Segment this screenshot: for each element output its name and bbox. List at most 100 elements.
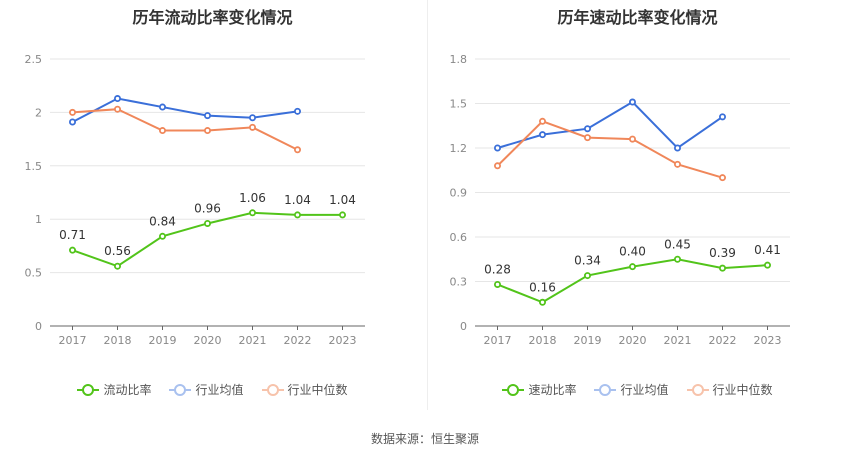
legend-item-avg[interactable]: 行业均值 <box>594 381 669 398</box>
data-label: 0.16 <box>529 280 556 294</box>
data-point-avg <box>248 114 256 122</box>
y-tick-label: 0 <box>35 320 42 333</box>
data-source: 数据来源：恒生聚源 <box>370 432 479 446</box>
x-tick-label: 2020 <box>619 334 647 347</box>
legend-label: 行业均值 <box>195 383 244 397</box>
legend-label: 行业均值 <box>620 383 669 397</box>
x-tick-label: 2017 <box>59 334 87 347</box>
data-point-avg <box>114 95 122 103</box>
data-point-main <box>248 209 256 217</box>
x-tick-label: 2020 <box>194 334 222 347</box>
data-point-avg <box>158 103 166 111</box>
data-point-main <box>158 232 166 240</box>
data-label: 1.04 <box>284 193 311 207</box>
data-point-median <box>69 108 77 116</box>
data-point-avg <box>69 118 77 126</box>
legend-item-main[interactable]: 速动比率 <box>502 381 576 398</box>
x-tick-label: 2019 <box>574 334 602 347</box>
data-label: 0.45 <box>664 237 691 251</box>
data-point-main <box>114 262 122 270</box>
series-line-avg <box>497 100 724 150</box>
chart-title: 历年速动比率变化情况 <box>557 8 718 27</box>
legend-avg-icon <box>169 383 192 396</box>
legend-item-main[interactable]: 流动比率 <box>77 381 151 398</box>
data-label: 0.28 <box>484 262 511 276</box>
data-point-median <box>494 162 502 170</box>
x-tick-label: 2022 <box>284 334 312 347</box>
data-label: 0.71 <box>59 228 86 242</box>
y-tick-label: 0.5 <box>25 267 43 280</box>
chart-title: 历年流动比率变化情况 <box>132 8 293 27</box>
y-tick-label: 0.3 <box>450 276 468 289</box>
series-line-avg <box>72 97 298 123</box>
data-label: 0.41 <box>754 243 781 257</box>
data-point-median <box>673 160 681 168</box>
y-tick-label: 2.5 <box>25 53 43 66</box>
data-point-median <box>539 117 547 125</box>
data-point-main <box>69 246 77 254</box>
y-tick-label: 2 <box>35 106 42 119</box>
legend: 速动比率 行业均值 行业中位数 <box>425 381 850 398</box>
data-point-main <box>494 280 502 288</box>
x-tick-label: 2023 <box>754 334 782 347</box>
legend-label: 行业中位数 <box>712 383 773 397</box>
data-point-median <box>248 123 256 131</box>
data-point-median <box>158 127 166 135</box>
data-point-median <box>583 134 591 142</box>
y-tick-label: 0.6 <box>450 231 468 244</box>
x-tick-label: 2018 <box>104 334 132 347</box>
data-point-median <box>203 127 211 135</box>
data-point-avg <box>539 131 547 139</box>
data-label: 1.06 <box>239 191 266 205</box>
legend-label: 速动比率 <box>528 383 577 397</box>
series-line-median <box>496 120 723 179</box>
legend-label: 流动比率 <box>103 383 152 397</box>
legend-item-median[interactable]: 行业中位数 <box>686 381 773 398</box>
data-point-avg <box>293 107 301 115</box>
quick-ratio-chart: 历年速动比率变化情况 0 0.3 0.6 0.9 1.2 1.5 1.8 2017 2018 20… <box>425 0 850 420</box>
current-ratio-plot: 0 0.5 1 1.5 2 2.5 2017 2018 2019 2020 2021 2022 2023… <box>25 53 365 347</box>
y-tick-label: 1.5 <box>25 160 43 173</box>
legend-item-avg[interactable]: 行业均值 <box>169 381 244 398</box>
panel-divider <box>427 0 428 410</box>
data-point-avg <box>673 144 681 152</box>
x-tick-label: 2022 <box>709 334 737 347</box>
y-tick-label: 1.2 <box>450 142 468 155</box>
data-label: 0.34 <box>574 254 601 268</box>
data-point-main <box>293 211 301 219</box>
data-point-main <box>203 219 211 227</box>
y-tick-label: 0 <box>460 320 467 333</box>
y-tick-label: 1 <box>35 213 42 226</box>
data-label: 0.40 <box>619 245 646 259</box>
x-tick-label: 2018 <box>529 334 557 347</box>
data-point-avg <box>718 113 726 121</box>
data-label: 1.04 <box>329 193 356 207</box>
data-point-main <box>539 298 547 306</box>
x-tick-label: 2023 <box>329 334 357 347</box>
legend-median-icon <box>261 383 284 396</box>
data-label: 0.39 <box>709 246 736 260</box>
legend-median-icon <box>686 383 709 396</box>
data-point-median <box>114 105 122 113</box>
y-tick-label: 0.9 <box>450 187 468 200</box>
data-label: 0.56 <box>104 244 131 258</box>
y-tick-label: 1.8 <box>450 53 468 66</box>
legend-main-icon <box>77 383 100 396</box>
legend-item-median[interactable]: 行业中位数 <box>261 381 348 398</box>
y-tick-label: 1.5 <box>450 98 468 111</box>
data-point-main <box>338 211 346 219</box>
legend-label: 行业中位数 <box>287 383 348 397</box>
data-point-median <box>718 174 726 182</box>
data-point-main <box>718 264 726 272</box>
data-point-main <box>673 255 681 263</box>
x-tick-label: 2021 <box>239 334 267 347</box>
data-label: 0.84 <box>149 214 176 228</box>
data-point-main <box>628 263 636 271</box>
data-point-avg <box>583 125 591 133</box>
series-line-median <box>72 108 298 151</box>
data-point-main <box>583 272 591 280</box>
current-ratio-chart: 历年流动比率变化情况 0 0.5 1 1.5 2 2.5 2017 2018 2019 2020 2… <box>0 0 425 420</box>
data-point-median <box>293 146 301 154</box>
data-label: 0.96 <box>194 201 221 215</box>
x-tick-label: 2019 <box>149 334 177 347</box>
